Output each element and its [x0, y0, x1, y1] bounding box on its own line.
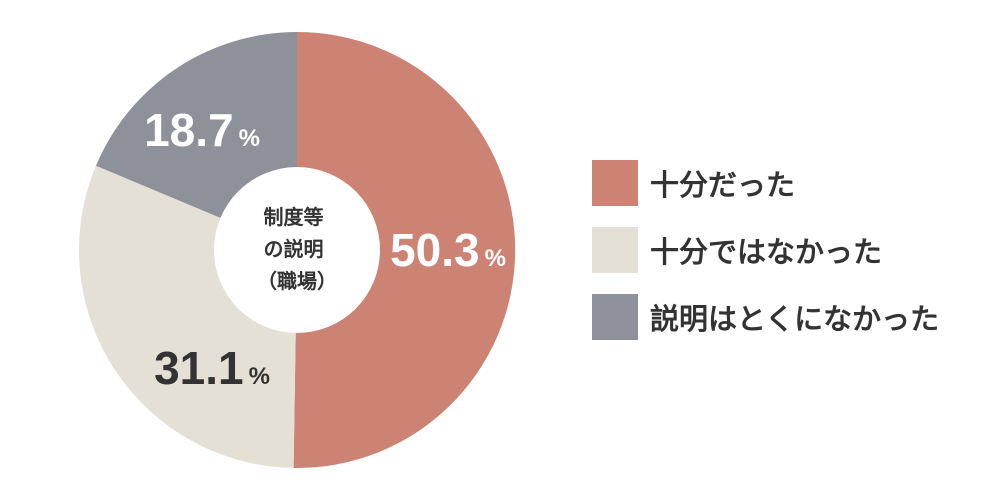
legend: 十分だった 十分ではなかった 説明はとくになかった	[592, 160, 939, 361]
legend-swatch-none	[592, 294, 638, 340]
legend-label-satisfied: 十分だった	[650, 168, 796, 202]
center-label-line-2: の説明	[264, 237, 324, 261]
legend-item-satisfied: 十分だった	[592, 160, 939, 206]
donut-hole	[214, 167, 380, 333]
svg-text:制度等 の説明 （職場）: 制度等 の説明 （職場）	[257, 205, 337, 293]
legend-item-insufficient: 十分ではなかった	[592, 227, 939, 273]
legend-label-insufficient: 十分ではなかった	[650, 235, 883, 269]
center-label-line-3: （職場）	[257, 269, 337, 293]
value-label-none: 18.7%	[144, 104, 260, 156]
value-label-insufficient: 31.1%	[154, 342, 270, 394]
slice-satisfied	[293, 31, 516, 468]
legend-label-none: 説明はとくになかった	[650, 302, 940, 336]
legend-swatch-insufficient	[592, 227, 638, 273]
value-label-satisfied: 50.3%	[390, 224, 506, 276]
center-label-line-1: 制度等	[264, 205, 324, 229]
legend-item-none: 説明はとくになかった	[592, 294, 939, 340]
legend-swatch-satisfied	[592, 160, 638, 206]
